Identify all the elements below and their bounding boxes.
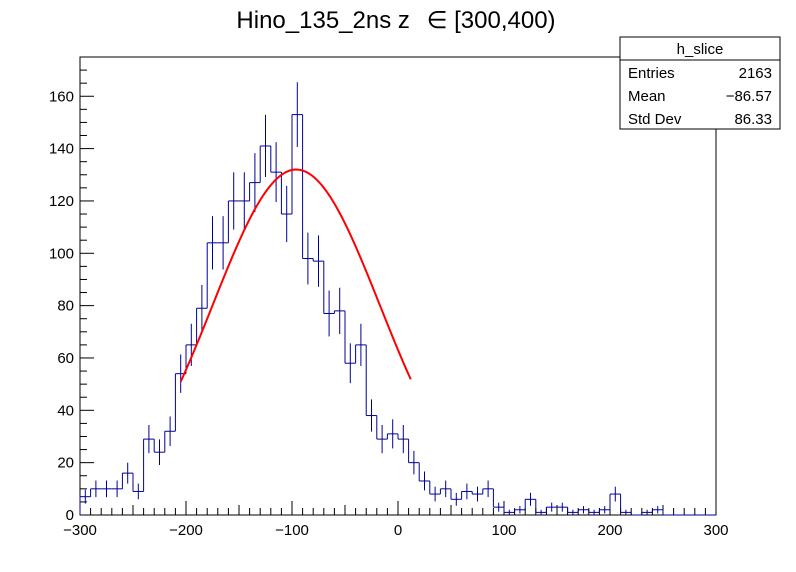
stats-box-frame xyxy=(619,36,781,130)
y-tick-label: 140 xyxy=(49,141,74,158)
x-tick-label: −300 xyxy=(63,522,97,539)
stats-mean-label: Mean xyxy=(628,88,666,105)
gaussian-fit-curve xyxy=(179,168,412,383)
x-tick-label: −200 xyxy=(169,522,203,539)
stats-entries-label: Entries xyxy=(628,65,675,82)
y-tick-label: 60 xyxy=(57,350,74,367)
y-axis: 0 20 40 60 80 100 120 140 160 xyxy=(49,56,94,524)
stats-stddev-label: Std Dev xyxy=(628,111,682,128)
stats-entries-value: 2163 xyxy=(739,65,772,82)
y-tick-label: 20 xyxy=(57,455,74,472)
x-tick-label: 100 xyxy=(491,522,516,539)
chart-title: Hino_135_2ns z ∈ [300,400) xyxy=(236,7,555,34)
x-tick-label: −100 xyxy=(275,522,309,539)
y-tick-label: 100 xyxy=(49,245,74,262)
stats-hist-name: h_slice xyxy=(677,41,724,58)
x-tick-label: 0 xyxy=(394,522,402,539)
x-tick-label: 300 xyxy=(703,522,728,539)
y-tick-label: 40 xyxy=(57,402,74,419)
stats-mean-value: −86.57 xyxy=(726,88,772,105)
y-tick-label: 120 xyxy=(49,193,74,210)
y-tick-label: 0 xyxy=(66,507,74,524)
stats-box: h_slice Entries 2163 Mean −86.57 Std Dev… xyxy=(619,36,781,130)
y-tick-label: 160 xyxy=(49,88,74,105)
x-tick-label: 200 xyxy=(597,522,622,539)
stats-stddev-value: 86.33 xyxy=(734,111,772,128)
y-tick-label: 80 xyxy=(57,298,74,315)
